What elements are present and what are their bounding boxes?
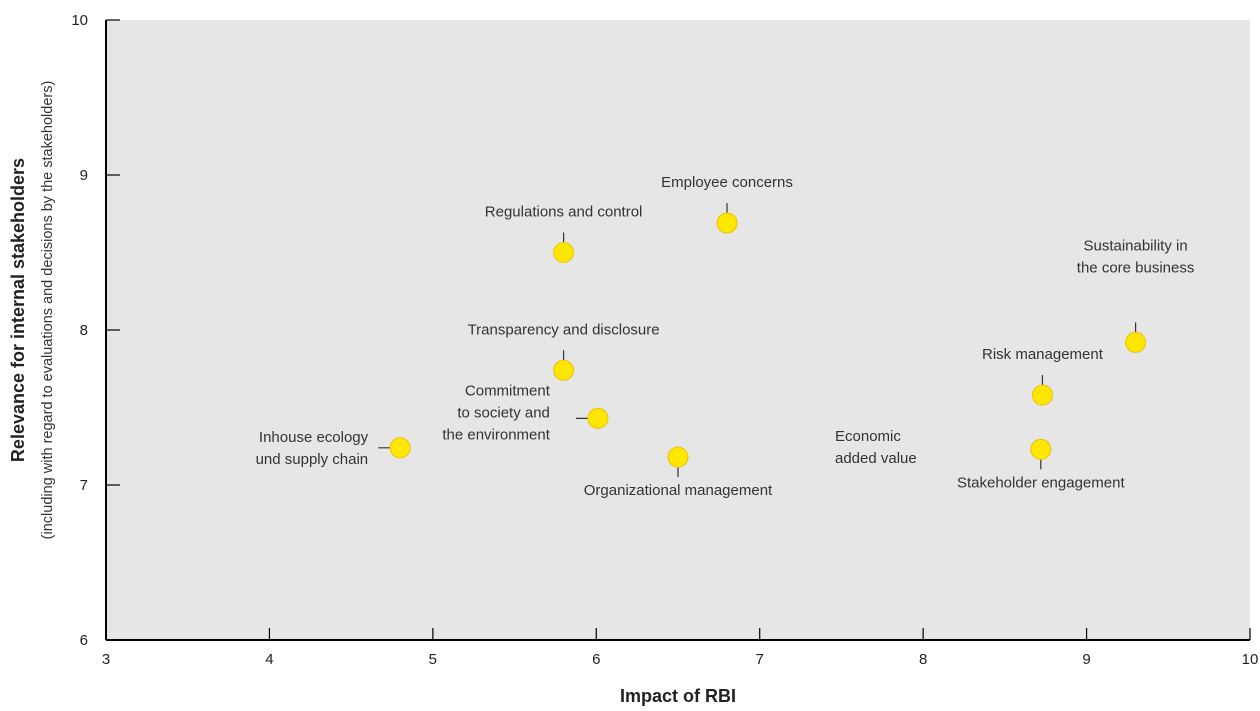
point-label: Stakeholder engagement (957, 474, 1125, 491)
point-marker (1125, 331, 1147, 353)
point-marker (1031, 384, 1053, 406)
point-label: Sustainability in the core business (1077, 237, 1195, 276)
data-point: Commitment to society and the environment (442, 382, 609, 443)
y-axis-subtitle: (including with regard to evaluations an… (40, 81, 56, 540)
point-marker (389, 437, 411, 459)
x-tick-label: 4 (265, 651, 273, 668)
x-tick-label: 9 (1082, 651, 1090, 668)
y-axis-title: Relevance for internal stakeholders (8, 158, 28, 462)
point-label: Organizational management (584, 482, 773, 499)
point-marker (553, 242, 575, 263)
x-tick-label: 5 (429, 651, 437, 668)
data-point: Risk management (982, 346, 1104, 406)
data-point: Inhouse ecology und supply chain (256, 429, 411, 468)
point-label: Economic added value (835, 428, 917, 467)
data-point: Sustainability in the core business (1077, 237, 1195, 353)
y-tick-label: 7 (80, 477, 88, 494)
point-label: Commitment to society and the environment (442, 382, 550, 443)
point-marker (553, 359, 575, 381)
y-tick-label: 8 (80, 322, 88, 339)
data-point: Stakeholder engagement (957, 438, 1125, 491)
data-point: Organizational management (584, 446, 773, 499)
y-tick-label: 9 (80, 167, 88, 184)
x-tick-label: 7 (756, 651, 764, 668)
point-marker (1030, 438, 1052, 460)
point-label: Transparency and disclosure (468, 321, 660, 338)
point-marker (716, 212, 738, 234)
x-tick-label: 10 (1242, 651, 1259, 668)
x-tick-label: 6 (592, 651, 600, 668)
points-layer: Employee concerns Regulations and control… (256, 174, 1195, 499)
y-tick-label: 6 (80, 632, 88, 649)
x-tick-label: 8 (919, 651, 927, 668)
plot-background (106, 20, 1250, 640)
data-point: Economic added value (835, 428, 917, 467)
x-tick-label: 3 (102, 651, 110, 668)
x-axis-title: Impact of RBI (620, 686, 736, 706)
point-marker (587, 407, 609, 429)
point-label: Inhouse ecology und supply chain (256, 429, 369, 468)
point-label: Regulations and control (485, 204, 643, 221)
data-point: Employee concerns (661, 174, 793, 234)
data-point: Transparency and disclosure (468, 321, 660, 381)
data-point: Regulations and control (485, 204, 643, 263)
y-tick-label: 10 (71, 12, 88, 29)
point-label: Risk management (982, 346, 1104, 363)
point-label: Employee concerns (661, 174, 793, 191)
point-marker (667, 446, 689, 468)
